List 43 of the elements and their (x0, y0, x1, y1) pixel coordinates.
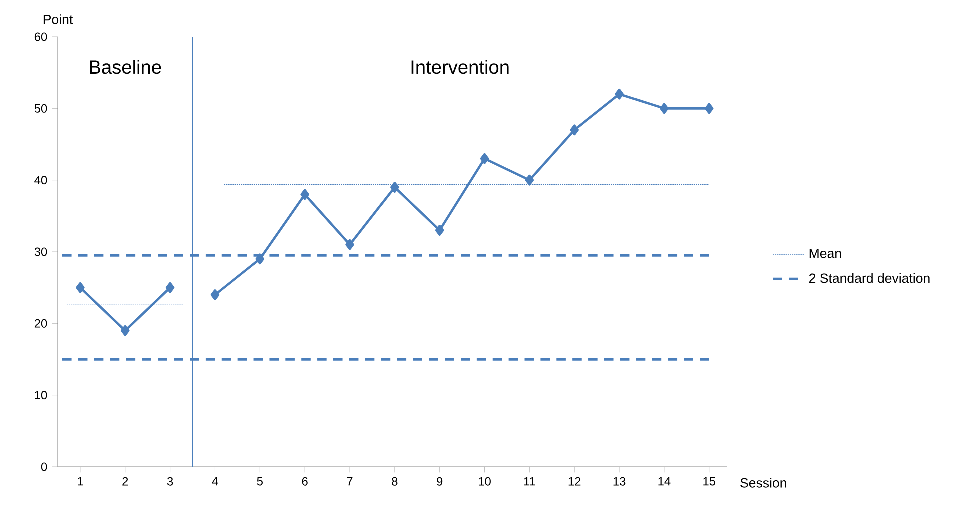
x-tick-label: 15 (704, 477, 716, 486)
x-tick-label: 5 (257, 477, 263, 486)
point (615, 88, 624, 100)
x-tick-label: 13 (614, 477, 626, 486)
x-tick-label: 9 (437, 477, 443, 486)
point (210, 290, 220, 300)
y-tick-label: 50 (34, 104, 48, 113)
x-tick-label: 4 (212, 477, 218, 486)
x-tick-label: 11 (524, 477, 536, 486)
x-tick-label: 14 (658, 477, 671, 486)
point (300, 189, 310, 200)
x-tick-label: 2 (122, 477, 128, 486)
legend-label: 2 Standard deviation (809, 273, 930, 284)
x-tick-label: 1 (78, 477, 84, 486)
point (166, 282, 175, 294)
y-tick-label: 60 (34, 32, 48, 42)
point (480, 153, 490, 164)
point (435, 225, 444, 236)
annotation: Intervention (412, 60, 509, 74)
point (256, 254, 265, 265)
y-axis-title: Point (44, 14, 74, 24)
y-tick-label: 20 (34, 319, 48, 328)
point (121, 325, 130, 336)
x-tick-label: 8 (392, 477, 398, 486)
y-tick-label: 0 (41, 462, 48, 472)
x-tick-label: 6 (302, 477, 308, 486)
point (390, 182, 400, 193)
point (704, 103, 714, 114)
x-axis-title: Session (740, 478, 786, 488)
point (525, 174, 534, 186)
x-tick-label: 10 (479, 477, 491, 486)
y-tick-label: 10 (35, 391, 48, 400)
point (76, 282, 85, 294)
x-tick-label: 12 (568, 477, 581, 486)
point (660, 103, 669, 114)
point (570, 124, 579, 136)
y-tick-label: 30 (34, 248, 48, 256)
annotation: Baseline (90, 60, 162, 74)
y-tick-label: 40 (34, 176, 48, 185)
legend-label: Mean (810, 248, 842, 258)
point (346, 239, 354, 250)
x-tick-label: 7 (347, 477, 353, 486)
x-tick-label: 3 (167, 477, 174, 486)
